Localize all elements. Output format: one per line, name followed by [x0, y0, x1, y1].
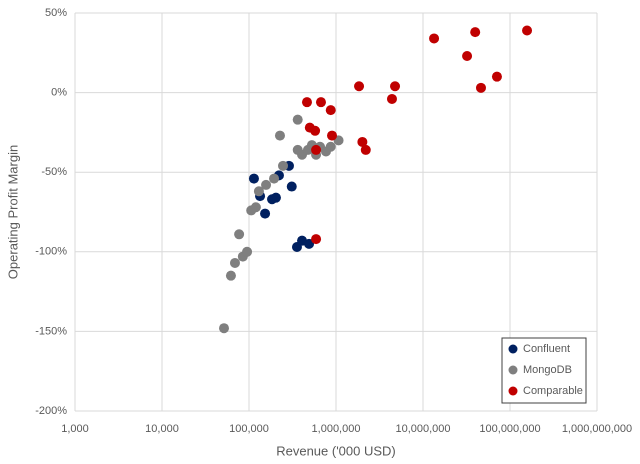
point — [274, 130, 285, 141]
legend-label: MongoDB — [523, 364, 572, 376]
point — [234, 229, 245, 240]
point — [354, 81, 365, 92]
point — [386, 93, 397, 104]
point — [260, 208, 271, 219]
y-tick-label: 50% — [45, 7, 67, 19]
point — [390, 81, 401, 92]
point — [522, 25, 533, 36]
point — [470, 27, 481, 38]
legend-label: Confluent — [523, 343, 570, 355]
point — [360, 144, 371, 155]
point — [315, 97, 326, 108]
legend-marker — [508, 365, 518, 375]
x-tick-label: 100,000,000 — [479, 423, 540, 435]
legend: Confluent MongoDB Comparable — [501, 337, 587, 404]
x-tick-label: 10,000,000 — [395, 423, 450, 435]
point — [270, 192, 281, 203]
y-tick-label: -50% — [41, 166, 67, 178]
point — [327, 130, 338, 141]
point — [429, 33, 440, 44]
point — [261, 179, 272, 190]
point — [242, 246, 253, 257]
y-tick-label: -200% — [35, 405, 67, 417]
point — [229, 257, 240, 268]
point — [310, 125, 321, 136]
point — [325, 105, 336, 116]
point — [278, 160, 289, 171]
x-tick-label: 10,000 — [145, 423, 179, 435]
point — [250, 202, 261, 213]
legend-marker — [508, 344, 518, 354]
point — [301, 97, 312, 108]
y-tick-label: -100% — [35, 246, 67, 258]
x-tick-label: 1,000 — [61, 423, 89, 435]
point — [462, 50, 473, 61]
x-tick-label: 1,000,000,000 — [562, 423, 632, 435]
point — [269, 173, 280, 184]
x-tick-label: 100,000 — [229, 423, 269, 435]
legend-label: Comparable — [523, 385, 583, 397]
y-tick-label: 0% — [51, 87, 67, 99]
y-axis-title: Operating Profit Margin — [5, 145, 20, 279]
point — [311, 234, 322, 245]
point — [286, 181, 297, 192]
point — [225, 270, 236, 281]
x-axis-title: Revenue ('000 USD) — [276, 443, 396, 458]
point — [311, 144, 322, 155]
point — [325, 141, 336, 152]
point — [248, 173, 259, 184]
point — [357, 136, 368, 147]
point — [253, 186, 264, 197]
point — [292, 114, 303, 125]
point — [491, 71, 502, 82]
legend-marker — [508, 386, 518, 396]
point — [475, 82, 486, 93]
x-tick-label: 1,000,000 — [312, 423, 361, 435]
point — [304, 238, 315, 249]
point — [219, 323, 230, 334]
y-tick-label: -150% — [35, 325, 67, 337]
